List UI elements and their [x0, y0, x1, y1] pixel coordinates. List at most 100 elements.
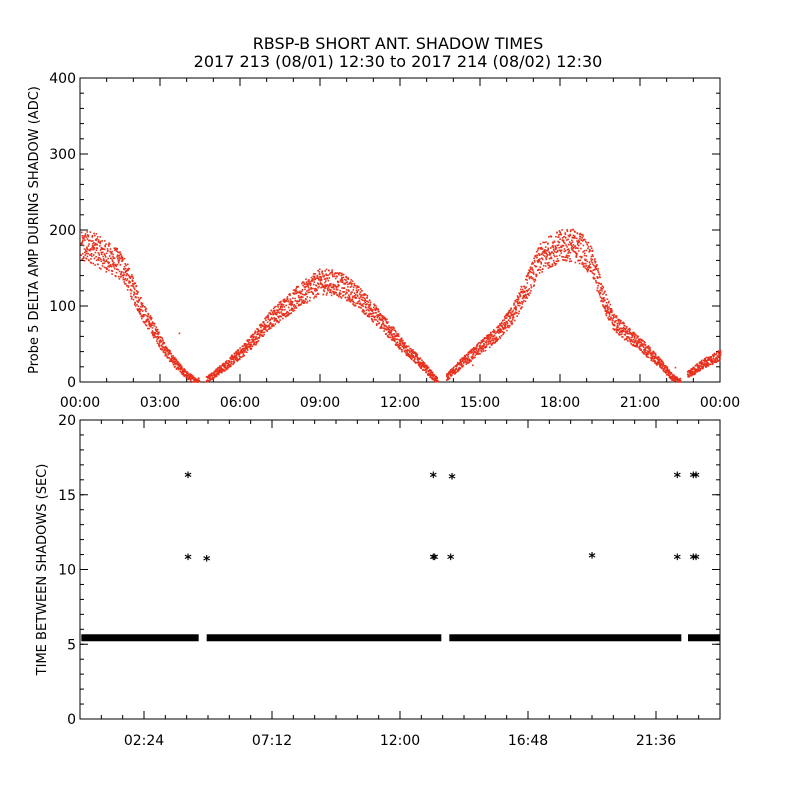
data-point	[146, 320, 148, 322]
data-point	[295, 288, 297, 290]
data-point	[260, 326, 262, 329]
data-point	[620, 322, 623, 324]
data-point	[476, 345, 479, 347]
data-point	[658, 359, 661, 362]
data-point	[528, 288, 531, 290]
data-point	[595, 268, 597, 270]
data-point	[550, 236, 553, 238]
data-point	[308, 288, 311, 291]
data-point	[330, 294, 333, 297]
data-point	[180, 368, 182, 370]
data-point	[83, 237, 85, 240]
data-point	[86, 247, 88, 250]
data-point	[313, 279, 315, 281]
data-point	[121, 260, 124, 262]
data-point	[503, 322, 506, 324]
data-point	[705, 362, 708, 365]
data-point	[353, 282, 356, 285]
data-point	[85, 236, 87, 238]
data-point	[431, 371, 434, 374]
data-point	[326, 274, 328, 277]
data-point	[544, 262, 547, 264]
data-point	[607, 311, 610, 313]
data-point	[281, 312, 283, 315]
data-point	[659, 361, 662, 363]
data-point	[703, 360, 706, 363]
data-point	[388, 325, 390, 327]
data-point	[679, 380, 682, 382]
data-point	[695, 369, 698, 371]
data-point	[325, 273, 327, 275]
data-point	[250, 347, 253, 350]
data-point	[502, 328, 505, 330]
stray-point	[178, 332, 181, 335]
data-point	[625, 338, 628, 340]
y-tick-label: 20	[58, 413, 76, 429]
data-point	[98, 257, 101, 259]
data-point	[614, 320, 617, 323]
data-point	[514, 300, 517, 303]
data-point	[399, 344, 402, 346]
data-point	[492, 339, 495, 342]
data-point	[616, 325, 619, 327]
data-point	[522, 301, 524, 303]
data-point	[590, 245, 592, 248]
data-point	[144, 309, 147, 311]
data-point	[527, 275, 529, 277]
data-point	[314, 295, 316, 298]
data-point	[355, 287, 358, 289]
data-point	[450, 369, 452, 371]
data-point	[87, 235, 89, 238]
data-point	[330, 283, 332, 285]
data-point	[570, 229, 572, 231]
data-point	[181, 371, 184, 374]
data-point	[398, 339, 401, 342]
data-point	[485, 337, 487, 340]
data-point	[628, 332, 630, 335]
data-point	[157, 331, 159, 334]
data-point	[112, 262, 115, 264]
data-point	[623, 324, 625, 327]
data-point	[580, 247, 582, 250]
data-point	[164, 348, 166, 350]
outlier-point: *	[692, 470, 700, 486]
data-point	[373, 306, 375, 309]
data-point	[329, 291, 332, 293]
data-point	[604, 308, 607, 310]
data-point	[406, 345, 408, 348]
data-point	[307, 285, 309, 287]
data-point	[263, 333, 265, 336]
data-point	[644, 341, 646, 344]
data-point	[525, 293, 527, 296]
data-point	[341, 278, 343, 281]
data-point	[240, 356, 243, 359]
data-point	[630, 340, 632, 343]
data-point	[309, 296, 311, 299]
data-point	[233, 360, 235, 362]
data-point	[291, 309, 293, 311]
data-point	[663, 371, 666, 373]
data-point	[174, 356, 176, 359]
data-point	[574, 231, 576, 233]
data-point	[208, 380, 211, 382]
data-point	[665, 371, 668, 374]
data-point	[330, 271, 333, 274]
data-point	[244, 349, 246, 352]
data-point	[311, 277, 314, 280]
data-point	[255, 343, 257, 346]
data-point	[104, 260, 107, 263]
data-point	[289, 293, 291, 295]
data-point	[133, 283, 135, 286]
data-point	[272, 309, 275, 312]
data-point	[602, 300, 605, 303]
data-point	[489, 332, 492, 335]
data-point	[166, 348, 168, 350]
data-point	[546, 249, 549, 252]
data-point	[206, 375, 208, 378]
data-point	[407, 349, 409, 352]
data-point	[562, 245, 565, 247]
data-point	[471, 357, 474, 360]
data-point	[187, 376, 189, 378]
data-point	[422, 362, 424, 364]
baseline-markers	[81, 634, 720, 642]
